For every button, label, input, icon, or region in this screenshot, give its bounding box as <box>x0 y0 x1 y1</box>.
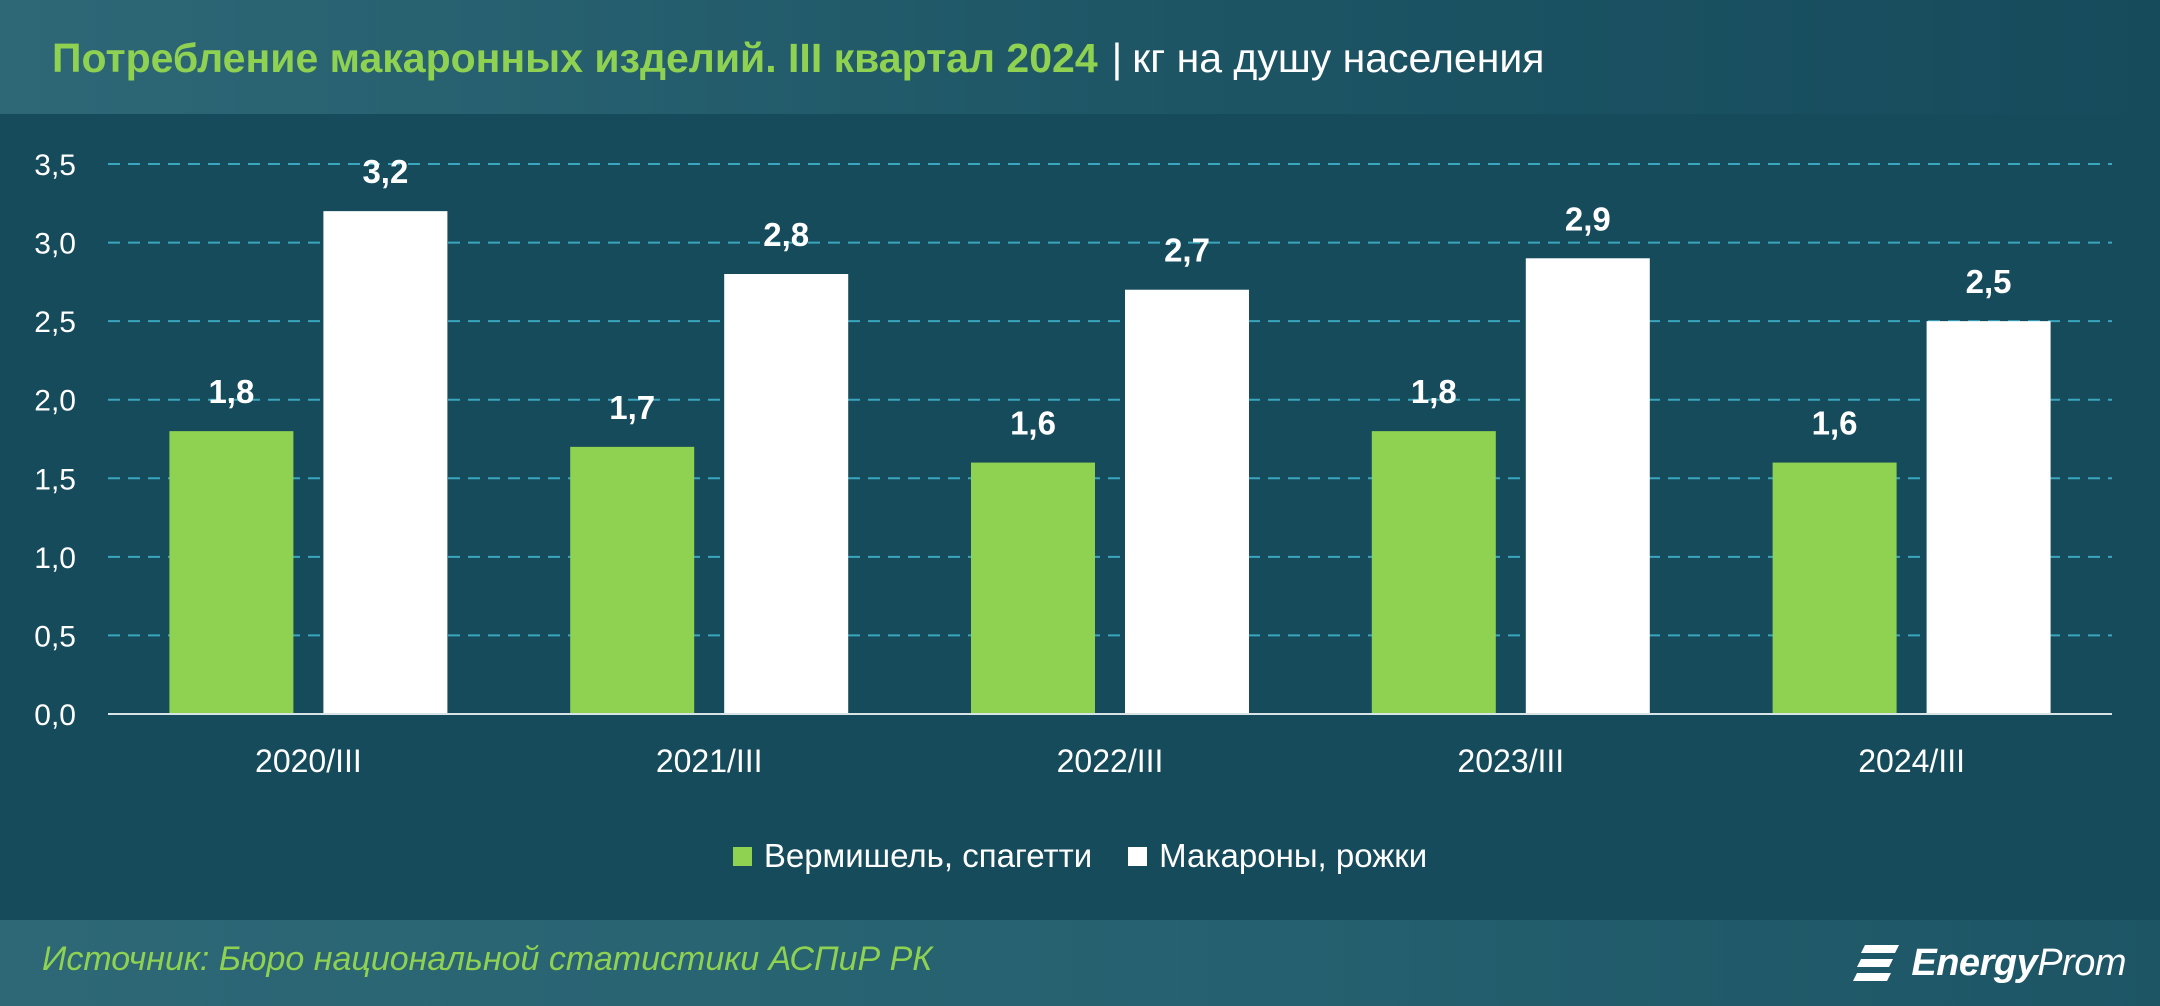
x-tick-label: 2021/III <box>656 743 763 779</box>
data-label: 1,6 <box>1812 405 1858 442</box>
y-tick-label: 2,0 <box>34 385 76 418</box>
title-unit: кг на душу населения <box>1132 35 1545 81</box>
energyprom-logo-icon <box>1853 945 1900 981</box>
bar-vermicelli <box>1772 462 1897 714</box>
data-label: 1,6 <box>1010 405 1056 442</box>
header-bar: Потребление макаронных изделий. III квар… <box>0 0 2160 114</box>
bar-vermicelli <box>1371 431 1496 714</box>
data-label: 2,8 <box>763 216 809 253</box>
x-axis-ticks: 2020/III 2021/III 2022/III 2023/III 2024/III <box>255 743 1965 779</box>
legend-label: Макароны, рожки <box>1159 837 1428 874</box>
data-label: 1,8 <box>208 373 254 410</box>
chart-title: Потребление макаронных изделий. III квар… <box>52 30 1544 86</box>
title-text: Потребление макаронных изделий. III квар… <box>52 35 1098 81</box>
brand-name: EnergyProm <box>1911 942 2126 985</box>
footer-bar: Источник: Бюро национальной статистики А… <box>0 920 2160 1006</box>
x-tick-label: 2023/III <box>1457 743 1564 779</box>
x-tick-label: 2020/III <box>255 743 362 779</box>
title-separator: | <box>1111 35 1123 81</box>
bar-macaroni <box>724 274 849 714</box>
source-note: Источник: Бюро национальной статистики А… <box>42 940 933 978</box>
legend-label: Вермишель, спагетти <box>763 837 1093 874</box>
legend: Вермишель, спагетти Макароны, рожки <box>0 832 2160 880</box>
bar-vermicelli <box>971 462 1095 714</box>
data-label: 1,8 <box>1411 373 1457 410</box>
chart-area: 0,0 0,5 1,0 1,5 2,0 2,5 3,0 3,5 1,8 3,2 1,7 2,8 1,6… <box>0 114 2160 920</box>
y-tick-label: 2,5 <box>34 306 76 339</box>
legend-swatch-green <box>732 846 752 866</box>
legend-item-macaroni: Макароны, рожки <box>1128 837 1427 875</box>
bar-macaroni <box>1926 321 2051 714</box>
y-tick-label: 1,5 <box>34 463 76 496</box>
bar-macaroni <box>323 211 448 714</box>
y-tick-label: 3,5 <box>34 149 76 182</box>
data-label: 2,5 <box>1966 263 2012 300</box>
bars <box>169 211 2051 714</box>
bar-vermicelli <box>570 446 695 714</box>
y-tick-label: 0,5 <box>34 620 76 653</box>
bar-vermicelli <box>169 431 294 714</box>
y-axis-ticks: 0,0 0,5 1,0 1,5 2,0 2,5 3,0 3,5 <box>34 149 76 732</box>
y-tick-label: 0,0 <box>34 699 76 732</box>
x-tick-label: 2022/III <box>1057 743 1164 779</box>
x-tick-label: 2024/III <box>1858 743 1965 779</box>
y-tick-label: 3,0 <box>34 228 76 261</box>
brand-name-bold: Energy <box>1911 941 2038 984</box>
bar-chart: 0,0 0,5 1,0 1,5 2,0 2,5 3,0 3,5 1,8 3,2 1,7 2,8 1,6… <box>34 149 2112 779</box>
brand-logo: EnergyProm <box>1851 936 2126 990</box>
data-label: 1,7 <box>609 389 655 426</box>
data-label: 3,2 <box>362 153 408 190</box>
bar-macaroni <box>1125 289 1249 714</box>
data-label: 2,7 <box>1164 232 1210 269</box>
legend-swatch-white <box>1128 846 1148 866</box>
data-labels: 1,8 3,2 1,7 2,8 1,6 2,7 1,8 2,9 1,6 2,5 <box>208 153 2011 441</box>
y-tick-label: 1,0 <box>34 542 76 575</box>
bar-macaroni <box>1525 258 1650 714</box>
brand-name-light: Prom <box>2037 941 2126 984</box>
data-label: 2,9 <box>1565 200 1611 237</box>
legend-item-vermicelli: Вермишель, спагетти <box>732 837 1093 875</box>
